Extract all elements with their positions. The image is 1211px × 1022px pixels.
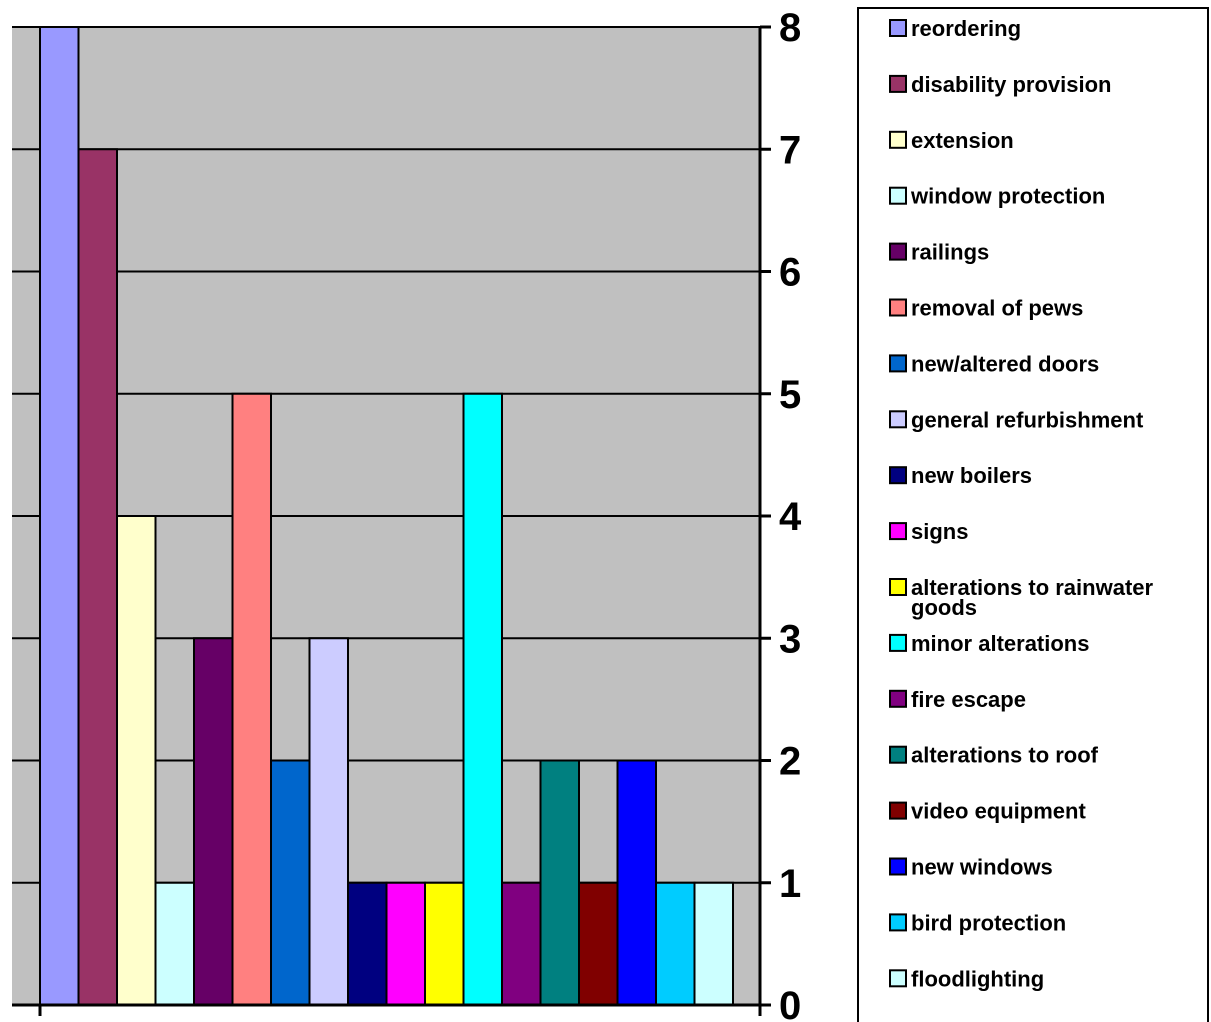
bar [77, 148, 118, 1006]
bar [424, 881, 465, 1006]
bar [578, 881, 619, 1006]
legend-swatch [889, 633, 907, 652]
bar [501, 881, 542, 1006]
bar [308, 637, 349, 1006]
bar [231, 392, 272, 1006]
y-tick-label: 3 [779, 617, 801, 661]
legend-swatch [889, 242, 907, 261]
legend-swatch [889, 466, 907, 485]
legend-label: new/altered doors [911, 351, 1099, 376]
legend-swatch [889, 130, 907, 149]
legend-label: removal of pews [911, 296, 1083, 321]
legend-label: alterations to roof [911, 743, 1099, 768]
legend-box [857, 7, 1209, 1022]
y-tick-label: 8 [779, 6, 801, 50]
y-tick-label: 6 [779, 251, 801, 295]
bar [39, 26, 80, 1006]
legend-swatch [889, 298, 907, 317]
y-tick-label: 4 [779, 495, 802, 539]
y-tick-label: 0 [779, 984, 801, 1022]
legend-swatch [889, 354, 907, 373]
bar [116, 515, 157, 1006]
legend-swatch [889, 578, 907, 596]
legend-swatch [889, 74, 907, 93]
y-tick-label: 2 [779, 740, 801, 784]
legend-label: video equipment [911, 799, 1086, 824]
legend-swatch [889, 522, 907, 541]
legend-swatch [889, 19, 907, 37]
bar [693, 881, 734, 1006]
legend-label: alterations to rainwater goods [911, 575, 1154, 620]
bar [154, 881, 195, 1006]
bars [39, 26, 734, 1006]
legend-swatch [889, 969, 907, 988]
y-tick-label: 5 [779, 373, 801, 417]
legend-label: floodlighting [911, 966, 1044, 991]
legend: reordering disability provision extension w… [889, 16, 1154, 991]
legend-label: reordering [911, 16, 1021, 41]
bar [385, 881, 426, 1006]
bar [193, 637, 234, 1006]
bar [539, 759, 580, 1006]
y-tick-label: 7 [779, 128, 801, 172]
bar [462, 392, 503, 1006]
legend-label: signs [911, 519, 968, 544]
bar [270, 759, 311, 1006]
legend-swatch [889, 410, 907, 429]
legend-swatch [889, 745, 907, 764]
legend-label: general refurbishment [911, 407, 1144, 432]
legend-swatch [889, 186, 907, 205]
legend-label: new windows [911, 855, 1053, 880]
legend-label: bird protection [911, 910, 1066, 935]
y-tick-label: 1 [779, 862, 801, 906]
legend-swatch [889, 913, 907, 932]
legend-swatch [889, 689, 907, 708]
legend-label: railings [911, 240, 989, 265]
legend-label: extension [911, 128, 1014, 153]
legend-label: new boilers [911, 463, 1032, 488]
legend-swatch [889, 857, 907, 876]
bar [616, 759, 657, 1006]
legend-swatch [889, 801, 907, 820]
legend-label: fire escape [911, 687, 1026, 712]
legend-label: disability provision [911, 72, 1111, 97]
bar [655, 881, 696, 1006]
y-axis-ticks: 0 1 2 3 4 5 6 7 8 [760, 6, 802, 1022]
legend-label: minor alterations [911, 631, 1089, 656]
legend-label: window protection [910, 184, 1105, 209]
bar [347, 881, 388, 1006]
